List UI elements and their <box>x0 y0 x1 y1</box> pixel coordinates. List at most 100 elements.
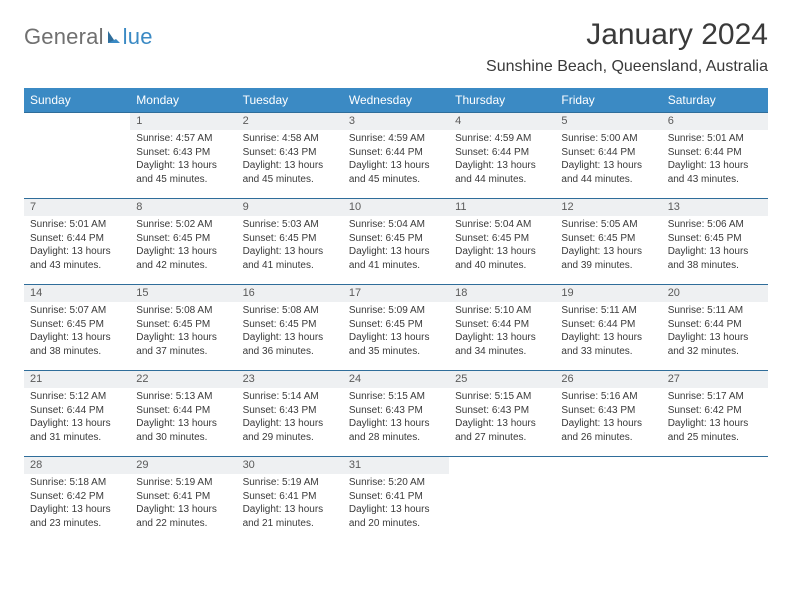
day-details: Sunrise: 5:09 AMSunset: 6:45 PMDaylight:… <box>343 302 449 362</box>
sunset-text: Sunset: 6:44 PM <box>30 232 124 246</box>
sunset-text: Sunset: 6:44 PM <box>455 146 549 160</box>
sunset-text: Sunset: 6:45 PM <box>30 318 124 332</box>
daylight-text: Daylight: 13 hours and 42 minutes. <box>136 245 230 272</box>
sunset-text: Sunset: 6:44 PM <box>30 404 124 418</box>
day-cell: 14Sunrise: 5:07 AMSunset: 6:45 PMDayligh… <box>24 285 130 371</box>
sunrise-text: Sunrise: 5:19 AM <box>136 476 230 490</box>
day-cell: 11Sunrise: 5:04 AMSunset: 6:45 PMDayligh… <box>449 199 555 285</box>
day-details: Sunrise: 5:08 AMSunset: 6:45 PMDaylight:… <box>130 302 236 362</box>
day-cell: 9Sunrise: 5:03 AMSunset: 6:45 PMDaylight… <box>237 199 343 285</box>
daylight-text: Daylight: 13 hours and 41 minutes. <box>349 245 443 272</box>
logo-sail-icon <box>106 29 122 45</box>
day-number: 17 <box>343 285 449 302</box>
location: Sunshine Beach, Queensland, Australia <box>486 58 768 76</box>
day-cell <box>24 113 130 199</box>
logo-text-general: General <box>24 24 104 50</box>
sunrise-text: Sunrise: 5:07 AM <box>30 304 124 318</box>
sunset-text: Sunset: 6:45 PM <box>349 318 443 332</box>
day-header: Thursday <box>449 88 555 113</box>
sunset-text: Sunset: 6:41 PM <box>136 490 230 504</box>
day-cell: 16Sunrise: 5:08 AMSunset: 6:45 PMDayligh… <box>237 285 343 371</box>
sunrise-text: Sunrise: 5:02 AM <box>136 218 230 232</box>
day-number: 8 <box>130 199 236 216</box>
day-cell: 23Sunrise: 5:14 AMSunset: 6:43 PMDayligh… <box>237 371 343 457</box>
day-number: 11 <box>449 199 555 216</box>
sunset-text: Sunset: 6:44 PM <box>561 318 655 332</box>
calendar-table: Sunday Monday Tuesday Wednesday Thursday… <box>24 88 768 543</box>
day-cell: 8Sunrise: 5:02 AMSunset: 6:45 PMDaylight… <box>130 199 236 285</box>
day-number: 14 <box>24 285 130 302</box>
sunrise-text: Sunrise: 5:04 AM <box>455 218 549 232</box>
daylight-text: Daylight: 13 hours and 33 minutes. <box>561 331 655 358</box>
daylight-text: Daylight: 13 hours and 35 minutes. <box>349 331 443 358</box>
day-details: Sunrise: 5:04 AMSunset: 6:45 PMDaylight:… <box>343 216 449 276</box>
day-number <box>555 457 661 474</box>
daylight-text: Daylight: 13 hours and 20 minutes. <box>349 503 443 530</box>
week-row: 1Sunrise: 4:57 AMSunset: 6:43 PMDaylight… <box>24 113 768 199</box>
sunrise-text: Sunrise: 5:15 AM <box>349 390 443 404</box>
day-details: Sunrise: 5:07 AMSunset: 6:45 PMDaylight:… <box>24 302 130 362</box>
day-number: 9 <box>237 199 343 216</box>
day-cell: 27Sunrise: 5:17 AMSunset: 6:42 PMDayligh… <box>662 371 768 457</box>
sunset-text: Sunset: 6:45 PM <box>136 318 230 332</box>
sunset-text: Sunset: 6:42 PM <box>30 490 124 504</box>
sunset-text: Sunset: 6:44 PM <box>136 404 230 418</box>
day-number: 12 <box>555 199 661 216</box>
day-header: Tuesday <box>237 88 343 113</box>
day-details: Sunrise: 4:59 AMSunset: 6:44 PMDaylight:… <box>343 130 449 190</box>
day-details: Sunrise: 4:58 AMSunset: 6:43 PMDaylight:… <box>237 130 343 190</box>
sunrise-text: Sunrise: 5:11 AM <box>668 304 762 318</box>
day-number: 31 <box>343 457 449 474</box>
day-cell: 18Sunrise: 5:10 AMSunset: 6:44 PMDayligh… <box>449 285 555 371</box>
daylight-text: Daylight: 13 hours and 32 minutes. <box>668 331 762 358</box>
day-details: Sunrise: 5:12 AMSunset: 6:44 PMDaylight:… <box>24 388 130 448</box>
sunrise-text: Sunrise: 5:15 AM <box>455 390 549 404</box>
day-number: 3 <box>343 113 449 130</box>
day-number: 28 <box>24 457 130 474</box>
day-cell: 13Sunrise: 5:06 AMSunset: 6:45 PMDayligh… <box>662 199 768 285</box>
sunrise-text: Sunrise: 5:09 AM <box>349 304 443 318</box>
sunset-text: Sunset: 6:43 PM <box>136 146 230 160</box>
sunset-text: Sunset: 6:45 PM <box>243 232 337 246</box>
day-details: Sunrise: 5:01 AMSunset: 6:44 PMDaylight:… <box>24 216 130 276</box>
sunset-text: Sunset: 6:43 PM <box>561 404 655 418</box>
day-details: Sunrise: 5:06 AMSunset: 6:45 PMDaylight:… <box>662 216 768 276</box>
day-cell: 1Sunrise: 4:57 AMSunset: 6:43 PMDaylight… <box>130 113 236 199</box>
day-header: Friday <box>555 88 661 113</box>
week-row: 21Sunrise: 5:12 AMSunset: 6:44 PMDayligh… <box>24 371 768 457</box>
day-number: 7 <box>24 199 130 216</box>
daylight-text: Daylight: 13 hours and 27 minutes. <box>455 417 549 444</box>
daylight-text: Daylight: 13 hours and 23 minutes. <box>30 503 124 530</box>
day-number: 4 <box>449 113 555 130</box>
day-details: Sunrise: 5:19 AMSunset: 6:41 PMDaylight:… <box>130 474 236 534</box>
day-number: 13 <box>662 199 768 216</box>
day-cell: 21Sunrise: 5:12 AMSunset: 6:44 PMDayligh… <box>24 371 130 457</box>
day-cell: 20Sunrise: 5:11 AMSunset: 6:44 PMDayligh… <box>662 285 768 371</box>
sunset-text: Sunset: 6:43 PM <box>243 146 337 160</box>
day-details: Sunrise: 5:01 AMSunset: 6:44 PMDaylight:… <box>662 130 768 190</box>
day-cell: 3Sunrise: 4:59 AMSunset: 6:44 PMDaylight… <box>343 113 449 199</box>
sunset-text: Sunset: 6:43 PM <box>243 404 337 418</box>
sunset-text: Sunset: 6:45 PM <box>561 232 655 246</box>
daylight-text: Daylight: 13 hours and 45 minutes. <box>349 159 443 186</box>
daylight-text: Daylight: 13 hours and 30 minutes. <box>136 417 230 444</box>
header: General lue January 2024 Sunshine Beach,… <box>24 18 768 76</box>
day-number: 29 <box>130 457 236 474</box>
daylight-text: Daylight: 13 hours and 34 minutes. <box>455 331 549 358</box>
day-number: 16 <box>237 285 343 302</box>
day-cell: 26Sunrise: 5:16 AMSunset: 6:43 PMDayligh… <box>555 371 661 457</box>
sunset-text: Sunset: 6:43 PM <box>349 404 443 418</box>
day-cell: 25Sunrise: 5:15 AMSunset: 6:43 PMDayligh… <box>449 371 555 457</box>
day-cell: 7Sunrise: 5:01 AMSunset: 6:44 PMDaylight… <box>24 199 130 285</box>
day-number: 10 <box>343 199 449 216</box>
daylight-text: Daylight: 13 hours and 39 minutes. <box>561 245 655 272</box>
daylight-text: Daylight: 13 hours and 37 minutes. <box>136 331 230 358</box>
sunset-text: Sunset: 6:42 PM <box>668 404 762 418</box>
sunset-text: Sunset: 6:45 PM <box>243 318 337 332</box>
day-cell <box>449 457 555 543</box>
day-cell <box>662 457 768 543</box>
sunrise-text: Sunrise: 4:59 AM <box>349 132 443 146</box>
sunset-text: Sunset: 6:45 PM <box>455 232 549 246</box>
sunrise-text: Sunrise: 5:08 AM <box>243 304 337 318</box>
day-cell: 4Sunrise: 4:59 AMSunset: 6:44 PMDaylight… <box>449 113 555 199</box>
